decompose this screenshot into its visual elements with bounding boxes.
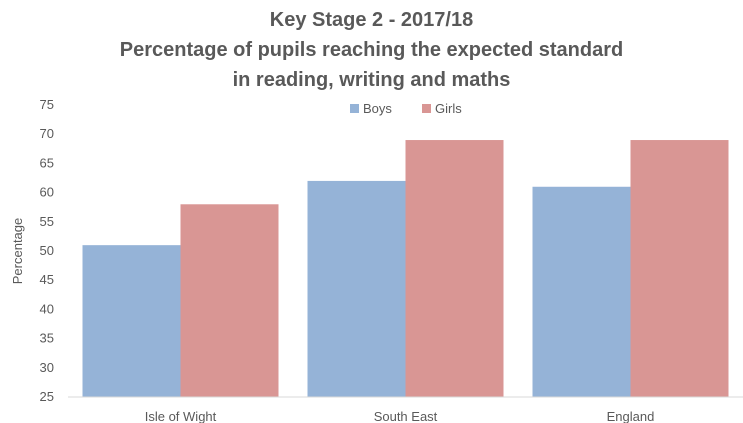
y-tick-label: 45: [40, 272, 54, 287]
bar-boys-england: [532, 186, 631, 397]
x-tick-label: Isle of Wight: [145, 409, 217, 423]
y-tick-label: 30: [40, 360, 54, 375]
y-tick-label: 75: [40, 97, 54, 112]
bar-boys-isle-of-wight: [82, 245, 181, 397]
legend-swatch-boys: [350, 104, 359, 113]
y-tick-label: 70: [40, 126, 54, 141]
y-tick-label: 65: [40, 155, 54, 170]
bar-boys-south-east: [307, 180, 406, 397]
bar-girls-isle-of-wight: [180, 204, 279, 397]
legend-swatch-girls: [422, 104, 431, 113]
y-tick-label: 25: [40, 389, 54, 404]
y-tick-label: 55: [40, 214, 54, 229]
chart-title-line-1: Key Stage 2 - 2017/18: [269, 9, 474, 31]
y-tick-label: 60: [40, 185, 54, 200]
y-tick-label: 35: [40, 331, 54, 346]
legend-label-girls: Girls: [435, 101, 462, 116]
bar-girls-england: [630, 140, 729, 398]
x-tick-label: South East: [374, 409, 438, 423]
y-tick-label: 40: [40, 301, 54, 316]
y-tick-label: 50: [40, 243, 54, 258]
chart-title-line-3: in reading, writing and maths: [232, 69, 511, 91]
chart-title-line-2: Percentage of pupils reaching the expect…: [119, 39, 624, 61]
x-tick-label: England: [607, 409, 655, 423]
bar-girls-south-east: [405, 140, 504, 398]
y-axis-title: Percentage: [10, 218, 25, 285]
legend-label-boys: Boys: [363, 101, 392, 116]
